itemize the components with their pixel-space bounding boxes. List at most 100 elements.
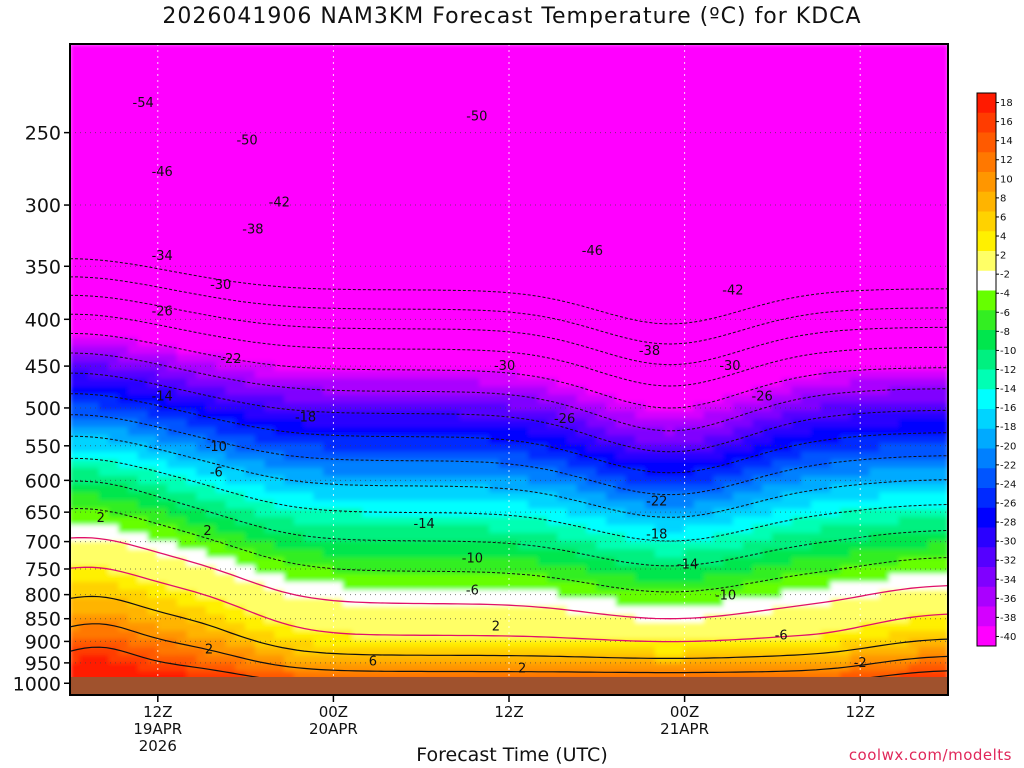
contour-line (70, 294, 948, 366)
contour-line (70, 623, 948, 674)
contour-label: -26 (554, 412, 575, 427)
x-tick-label: 00Z (670, 703, 699, 721)
colorbar-cell (977, 567, 996, 588)
contour-label: -22 (220, 352, 241, 367)
colorbar-cell (977, 488, 996, 509)
colorbar-cell (977, 586, 996, 607)
contour-label: -26 (752, 390, 773, 405)
colorbar-cell (977, 231, 996, 252)
colorbar-cell (977, 428, 996, 449)
contour-label: -30 (210, 278, 231, 293)
colorbar-label: 10 (1000, 174, 1013, 185)
colorbar-cell (977, 270, 996, 291)
contour-line (70, 332, 948, 409)
colorbar-cell (977, 448, 996, 469)
colorbar-cell (977, 507, 996, 528)
contour-label: -30 (719, 359, 740, 374)
y-axis: 2503003504004505005506006507007508008509… (13, 123, 70, 695)
grid-lines (70, 44, 948, 695)
y-tick-label: 400 (25, 309, 61, 331)
colorbar-label: 16 (1000, 117, 1013, 128)
contour-label: -14 (414, 517, 435, 532)
colorbar-label: -20 (1000, 441, 1016, 452)
contour-label: -10 (462, 551, 483, 566)
colorbar-cell (977, 547, 996, 568)
colorbar-cell (977, 330, 996, 351)
colorbar-cell (977, 211, 996, 232)
y-tick-label: 300 (25, 195, 61, 217)
colorbar-label: 12 (1000, 155, 1013, 166)
colorbar-label: 18 (1000, 98, 1013, 109)
colorbar-cell (977, 290, 996, 311)
contour-label: -42 (269, 195, 290, 210)
contour-line (70, 566, 948, 643)
contour-label: -22 (646, 495, 667, 510)
colorbar-cell (977, 389, 996, 410)
contour-label: -46 (582, 244, 603, 259)
colorbar-label: -4 (1000, 289, 1010, 300)
x-tick-label: 2026 (139, 737, 177, 755)
x-tick-label: 12Z (494, 703, 523, 721)
colorbar-legend: 18 16 14 12 10 8 6 4 2 -2 -4 -6 -8 -10 -12 -14 -16 -18 -20… (976, 92, 1016, 647)
contour-label: -38 (639, 344, 660, 359)
contour-label: -26 (152, 304, 173, 319)
chart-title: 2026041906 NAM3KM Forecast Temperature (… (162, 4, 862, 29)
colorbar-label: 14 (1000, 136, 1013, 147)
colorbar-label: -26 (1000, 498, 1016, 509)
contour-label: 2 (203, 524, 211, 539)
contour-label: -42 (722, 283, 743, 298)
colorbar-label: -18 (1000, 422, 1016, 433)
x-tick-label: 12Z (143, 703, 172, 721)
colorbar-label: 2 (1000, 251, 1006, 262)
contour-line (70, 372, 948, 453)
contour-line (70, 537, 948, 620)
colorbar-label: 8 (1000, 193, 1006, 204)
y-tick-label: 600 (25, 470, 61, 492)
contour-label: -6 (466, 584, 479, 599)
y-tick-label: 1000 (13, 673, 61, 695)
x-tick-label: 00Z (319, 703, 348, 721)
colorbar-cell (977, 310, 996, 331)
contour-label: -50 (466, 109, 487, 124)
contour-line (70, 507, 948, 593)
credit-link[interactable]: coolwx.com/modelts (848, 746, 1012, 764)
colorbar-cell (977, 468, 996, 489)
colorbar-label: -22 (1000, 460, 1016, 471)
y-tick-label: 850 (25, 609, 61, 631)
contour-line (70, 414, 948, 496)
colorbar-cell (977, 369, 996, 390)
contour-label: -10 (715, 589, 736, 604)
contour-label: -50 (236, 133, 257, 148)
contour-label: -30 (494, 359, 515, 374)
colorbar-label: -16 (1000, 403, 1016, 414)
x-tick-label: 20APR (309, 720, 358, 738)
contour-label: -10 (206, 440, 227, 455)
contour-label: -18 (646, 528, 667, 543)
contour-label: -14 (152, 390, 173, 405)
contour-line (70, 480, 948, 567)
contour-label: -6 (775, 629, 788, 644)
colorbar-cell (977, 409, 996, 430)
colorbar-cell (977, 172, 996, 193)
x-axis-title: Forecast Time (UTC) (416, 744, 608, 766)
colorbar-label: 6 (1000, 212, 1006, 223)
contour-line (70, 276, 948, 345)
colorbar-label: -10 (1000, 346, 1016, 357)
colorbar-label: -40 (1000, 632, 1016, 643)
colorbar-label: -30 (1000, 537, 1016, 548)
colorbar-cell (977, 606, 996, 627)
colorbar-label: -2 (1000, 270, 1010, 281)
colorbar-label: -28 (1000, 518, 1016, 529)
contour-line (70, 457, 948, 542)
colorbar-label: -6 (1000, 308, 1010, 319)
contour-label: -14 (677, 558, 698, 573)
colorbar-label: -34 (1000, 575, 1016, 586)
contour-label: 2 (518, 662, 526, 677)
contour-line (70, 258, 948, 325)
contour-label: -6 (210, 465, 223, 480)
y-tick-label: 500 (25, 398, 61, 420)
colorbar-label: -12 (1000, 365, 1016, 376)
colorbar-cell (977, 112, 996, 133)
